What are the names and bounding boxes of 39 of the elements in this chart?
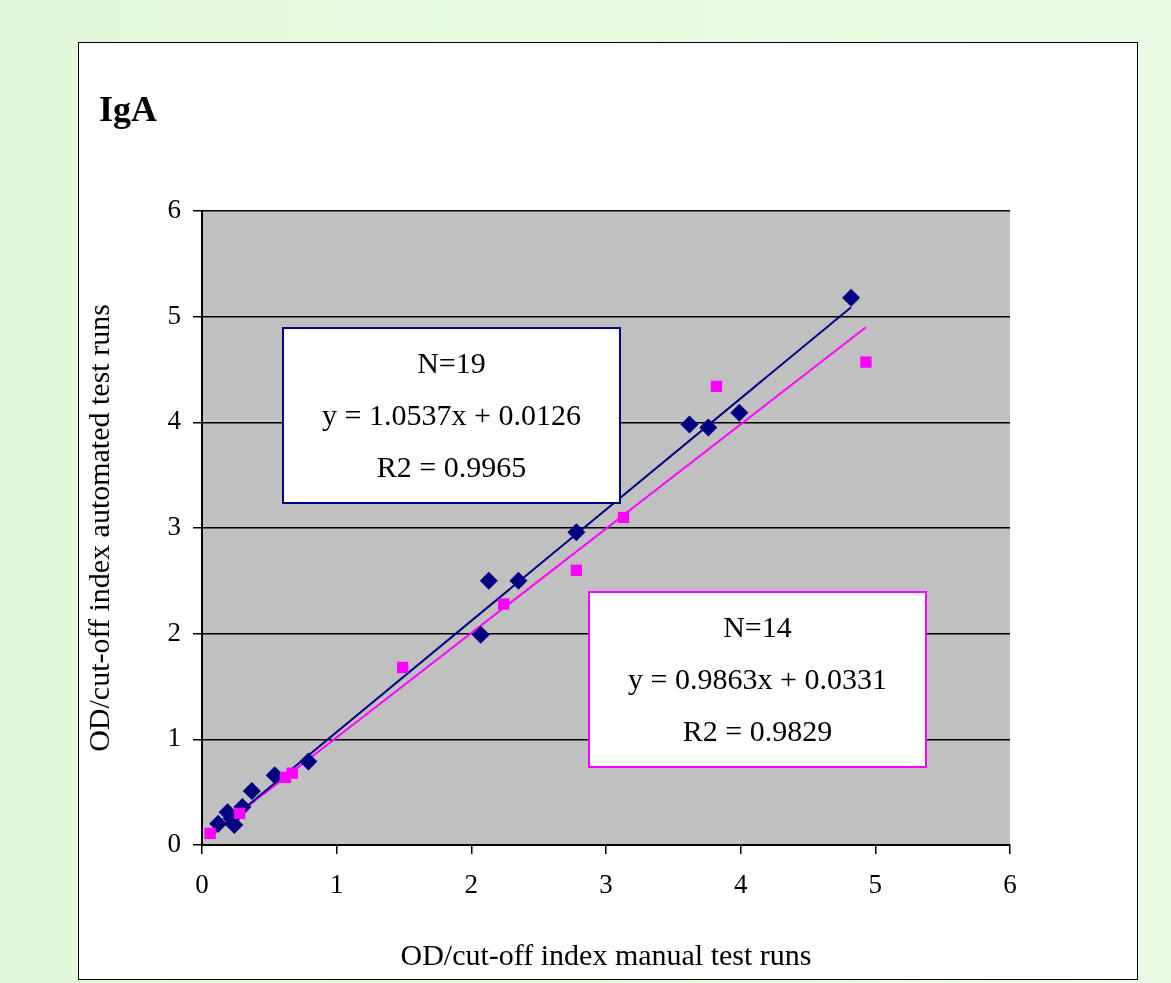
y-tick-label: 4: [167, 405, 182, 436]
point: [299, 752, 318, 771]
point: [860, 356, 872, 368]
point: [242, 782, 261, 801]
point: [842, 288, 861, 307]
point: [397, 661, 409, 674]
point: [570, 564, 583, 576]
point: [567, 523, 586, 542]
point: [498, 598, 510, 610]
y-tick-label: 6: [167, 194, 181, 225]
x-tick-label: 5: [868, 869, 883, 900]
x-tick-label: 4: [733, 869, 748, 900]
point: [471, 625, 490, 644]
x-tick-label: 6: [1003, 869, 1017, 900]
point: [680, 415, 699, 434]
y-tick-label: 0: [167, 828, 181, 859]
point: [279, 771, 292, 784]
y-tick-label: 5: [167, 299, 181, 330]
point: [710, 380, 723, 393]
y-tick-label: 2: [167, 616, 181, 647]
point: [234, 807, 246, 819]
y-axis-title: OD/cut-off index automated test runs: [81, 304, 115, 752]
x-tick-label: 1: [329, 869, 344, 900]
point: [509, 571, 528, 590]
y-tick-label: 1: [167, 722, 181, 753]
x-tick-label: 2: [464, 869, 479, 900]
x-axis-title: OD/cut-off index manual test runs: [400, 937, 812, 971]
point: [730, 403, 749, 422]
point: [617, 511, 630, 524]
x-tick-label: 0: [195, 869, 209, 900]
annotation: N=14 y = 0.9863x + 0.0331 R2 = 0.9829: [628, 610, 887, 747]
point: [204, 827, 216, 840]
y-tick-label: 3: [167, 511, 181, 542]
point: [479, 571, 498, 590]
point: [209, 814, 228, 833]
chart-title: IgA: [99, 89, 158, 129]
point: [699, 418, 718, 437]
annotation: N=19 y = 1.0537x + 0.0126 R2 = 0.9965: [322, 346, 581, 483]
x-tick-label: 3: [599, 869, 613, 900]
